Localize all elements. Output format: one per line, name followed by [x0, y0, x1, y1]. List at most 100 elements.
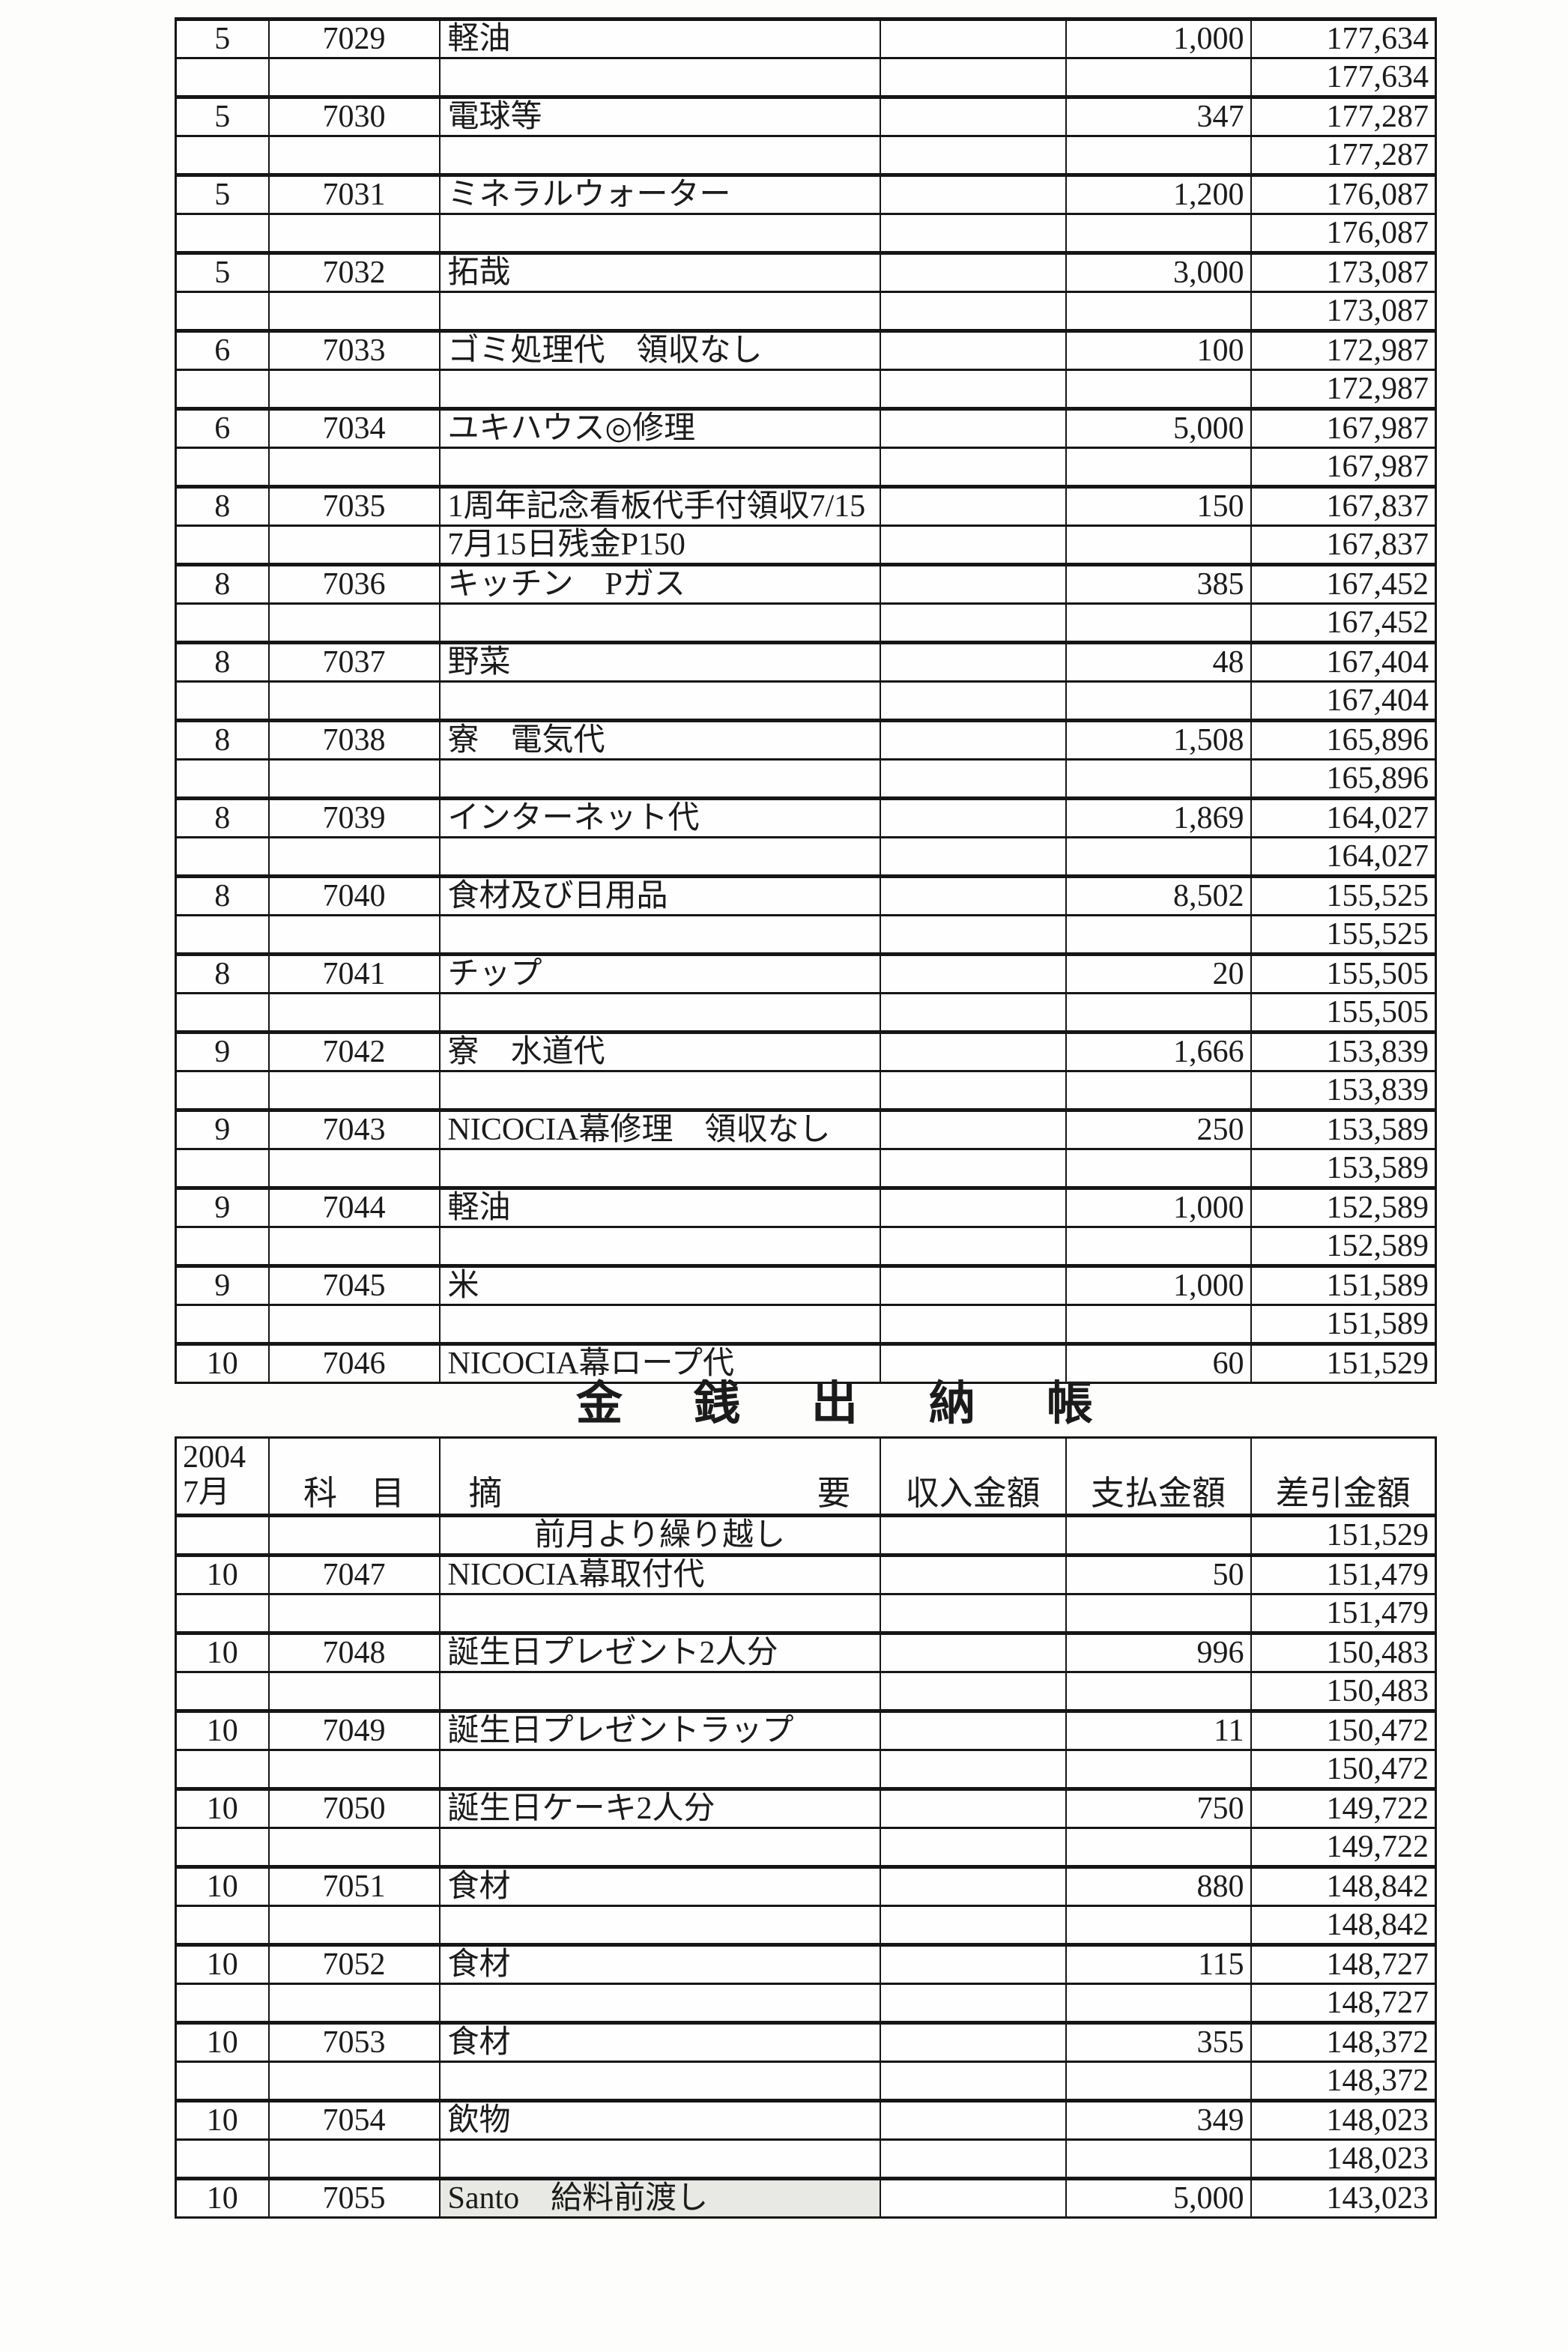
cell-expense: 100 — [1065, 329, 1252, 371]
cell-income — [879, 602, 1067, 644]
balance-continuation-row: 167,987 — [175, 447, 1437, 488]
cell-expense: 750 — [1065, 1787, 1252, 1829]
cell-expense — [1065, 57, 1252, 98]
cell-expense: 48 — [1065, 641, 1252, 683]
balance-continuation-row: 164,027 — [175, 836, 1437, 877]
cell-desc: 寮 水道代 — [438, 1030, 881, 1072]
cell-desc — [438, 1671, 881, 1712]
cell-expense — [1065, 1827, 1252, 1868]
cell-income — [879, 2138, 1067, 2180]
cell-income — [879, 1070, 1067, 1111]
cell-balance: 155,525 — [1250, 874, 1437, 916]
balance-continuation-row: 153,839 — [175, 1070, 1437, 1111]
cell-desc — [438, 914, 881, 955]
balance-continuation-row: 177,287 — [175, 135, 1437, 176]
cell-balance: 152,589 — [1250, 1226, 1437, 1267]
cell-balance: 172,987 — [1250, 369, 1437, 410]
cell-balance: 150,483 — [1250, 1671, 1437, 1712]
balance-continuation-row: 149,722 — [175, 1827, 1437, 1868]
cell-balance: 155,525 — [1250, 914, 1437, 955]
cell-balance: 152,589 — [1250, 1186, 1437, 1228]
cell-code: 7034 — [267, 407, 441, 449]
cell-expense — [1065, 2061, 1252, 2102]
cell-expense: 1,508 — [1065, 719, 1252, 761]
cell-code: 7033 — [267, 329, 441, 371]
cell-day: 8 — [175, 563, 270, 605]
cell-desc — [438, 680, 881, 722]
cell-day: 5 — [175, 251, 270, 293]
cell-expense: 996 — [1065, 1631, 1252, 1673]
ledger-entry-row: 10 7049 誕生日プレゼントラップ 11 150,472 — [175, 1709, 1437, 1751]
cell-expense: 11 — [1065, 1709, 1252, 1751]
cell-expense — [1065, 524, 1252, 566]
cell-code: 7039 — [267, 796, 441, 838]
cell-expense — [1065, 2138, 1252, 2180]
cell-day: 9 — [175, 1108, 270, 1150]
cell-income — [879, 251, 1067, 293]
cell-desc: 誕生日プレゼントラップ — [438, 1709, 881, 1751]
cell-day: 10 — [175, 2021, 270, 2063]
cell-balance: 151,589 — [1250, 1264, 1437, 1306]
cell-desc: Santo 給料前渡し — [438, 2177, 881, 2219]
ledger-entry-row: 10 7046 NICOCIA幕ロープ代 60 151,529 — [175, 1342, 1437, 1384]
cell-day: 8 — [175, 874, 270, 916]
cell-day — [175, 135, 270, 176]
cell-expense: 50 — [1065, 1553, 1252, 1595]
ledger-entry-row: 9 7044 軽油 1,000 152,589 — [175, 1186, 1437, 1228]
cell-desc — [438, 602, 881, 644]
cell-desc: インターネット代 — [438, 796, 881, 838]
cell-balance: 164,027 — [1250, 836, 1437, 877]
cell-desc: NICOCIA幕修理 領収なし — [438, 1108, 881, 1150]
header-balance: 差引金額 — [1250, 1436, 1437, 1517]
cell-income — [879, 1514, 1067, 1556]
header-summary: 摘 要 — [438, 1436, 881, 1517]
cell-expense — [1065, 602, 1252, 644]
cell-desc: ミネラルウォーター — [438, 173, 881, 215]
ledger-entry-row: 9 7043 NICOCIA幕修理 領収なし 250 153,589 — [175, 1108, 1437, 1150]
balance-continuation-row: 173,087 — [175, 291, 1437, 332]
cell-code — [267, 1827, 441, 1868]
cell-expense — [1065, 758, 1252, 799]
cell-code: 7036 — [267, 563, 441, 605]
cell-balance: 165,896 — [1250, 758, 1437, 799]
cell-income — [879, 1264, 1067, 1306]
cell-income — [879, 2177, 1067, 2219]
ledger-entry-row: 10 7047 NICOCIA幕取付代 50 151,479 — [175, 1553, 1437, 1595]
cell-day: 10 — [175, 1709, 270, 1751]
cell-income — [879, 680, 1067, 722]
cell-desc — [438, 2061, 881, 2102]
ledger-entry-row: 8 7041 チップ 20 155,505 — [175, 952, 1437, 994]
cell-desc: 拓哉 — [438, 251, 881, 293]
cell-expense: 5,000 — [1065, 2177, 1252, 2219]
ledger-entry-row: 5 7030 電球等 347 177,287 — [175, 95, 1437, 137]
cell-desc — [438, 135, 881, 176]
cell-day: 6 — [175, 407, 270, 449]
cell-code: 7030 — [267, 95, 441, 137]
cell-desc — [438, 1905, 881, 1946]
cell-desc: 軽油 — [438, 1186, 881, 1228]
cell-income — [879, 1593, 1067, 1634]
ledger-entry-row: 10 7048 誕生日プレゼント2人分 996 150,483 — [175, 1631, 1437, 1673]
ledger-entry-row: 9 7042 寮 水道代 1,666 153,839 — [175, 1030, 1437, 1072]
cell-code: 7038 — [267, 719, 441, 761]
cell-balance: 153,589 — [1250, 1148, 1437, 1189]
cell-desc: 前月より繰り越し — [438, 1514, 881, 1556]
cell-desc: 食材 — [438, 2021, 881, 2063]
cell-code — [267, 758, 441, 799]
cell-desc: キッチン Pガス — [438, 563, 881, 605]
cell-code — [267, 291, 441, 332]
cell-code: 7042 — [267, 1030, 441, 1072]
cell-desc: 食材 — [438, 1865, 881, 1907]
cell-balance: 176,087 — [1250, 213, 1437, 254]
cell-income — [879, 1671, 1067, 1712]
cell-day — [175, 1514, 270, 1556]
cell-income — [879, 369, 1067, 410]
ledger-entry-row: 9 7045 米 1,000 151,589 — [175, 1264, 1437, 1306]
cell-expense: 3,000 — [1065, 251, 1252, 293]
cell-day: 9 — [175, 1264, 270, 1306]
cell-code — [267, 836, 441, 877]
cell-code: 7041 — [267, 952, 441, 994]
balance-continuation-row: 165,896 — [175, 758, 1437, 799]
cell-balance: 148,842 — [1250, 1905, 1437, 1946]
cell-balance: 150,472 — [1250, 1749, 1437, 1790]
